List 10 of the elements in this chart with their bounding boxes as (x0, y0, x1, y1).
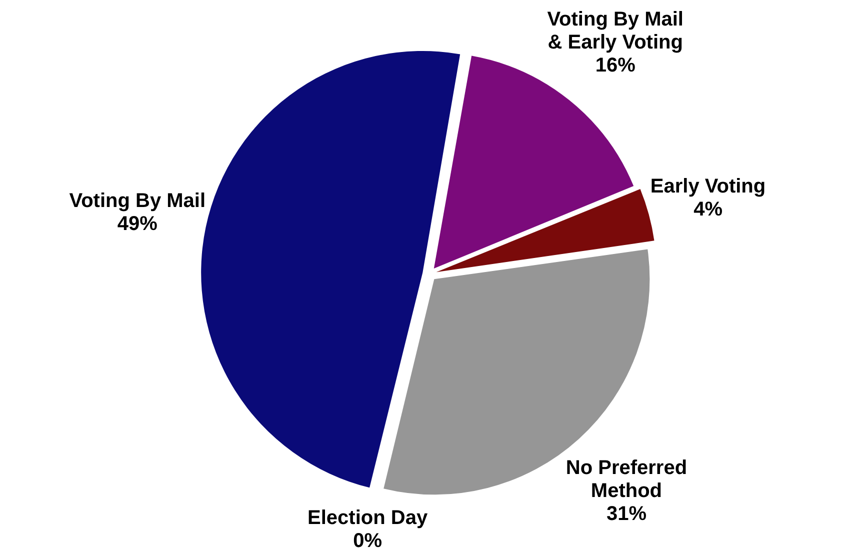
slice-label: Voting By Mail & Early Voting (547, 8, 684, 54)
slice-label: Early Voting (650, 175, 766, 198)
data-label: 4% (694, 198, 723, 220)
data-label: 31% (606, 502, 647, 525)
data-label: 16% (595, 54, 636, 76)
data-label: 49% (117, 212, 158, 235)
text: 0% (353, 530, 382, 548)
slice-label: Voting By Mail (69, 190, 206, 212)
slice-label: No Preferred Method (566, 456, 688, 502)
category-label: Election Day (308, 507, 428, 530)
